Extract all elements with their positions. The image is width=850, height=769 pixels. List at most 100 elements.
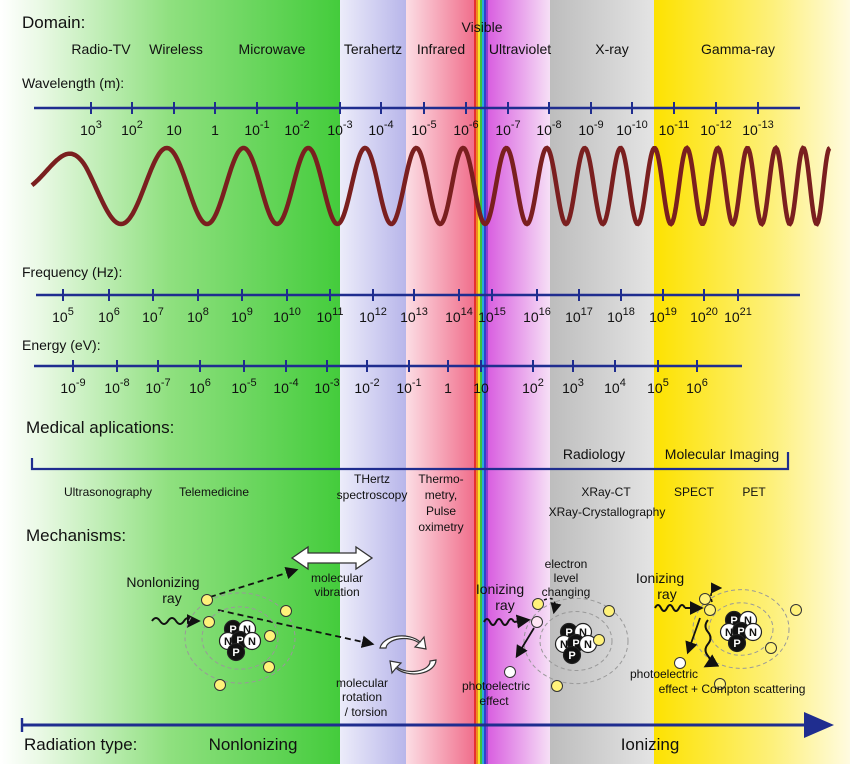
app-thermometry-4: oximetry [418,520,463,534]
nucleon-letter: N [744,615,752,627]
proton-icon [562,645,582,665]
app-thertz: THertz [354,472,390,486]
domain-gamma-ray: Gamma-ray [701,41,775,57]
wavelength-tick-label: 103 [80,119,102,138]
domain-radio-tv: Radio-TV [71,41,131,57]
electron-icon [264,630,276,642]
app-ultrasonography: Ultrasonography [64,485,152,499]
nucleon-letter: P [568,650,575,662]
wavelength-axis: 103 102 10 1 10-1 10-2 10-3 10-4 10-5 10-6 10-7 10-… [34,102,800,138]
wavelength-tick-label: 10-9 [578,119,603,138]
ionizing-mechanism-gamma: Ionizing ray photoelectric effect + Comp… [630,570,805,696]
electron-orbit [523,597,629,685]
energy-tick-label: 102 [522,377,544,396]
nucleon-letter: N [224,636,232,648]
energy-tick-label: 10-3 [314,377,339,396]
ray-arrow-icon-2 [513,614,531,629]
wavelength-tick-label: 102 [121,119,143,138]
app-thermometry-2: metry, [425,488,457,502]
nucleon-letter: N [725,627,733,639]
frequency-tick-label: 1018 [607,306,635,325]
app-thertz-2: spectroscopy [337,488,408,502]
nucleon-letter: P [236,635,243,647]
frequency-label: Frequency (Hz): [22,264,122,280]
app-spect: SPECT [674,485,715,499]
nucleon-letter: P [229,624,236,636]
nonionizing-ray-label: Nonlonizing [126,574,199,590]
double-arrow-icon [290,545,374,571]
atom-ionizing-uv: P NN P NP [504,597,629,692]
molecular-rotation-label-3: / torsion [345,705,388,719]
energy-tick-label: 10-1 [396,377,421,396]
nucleon-letter: N [579,627,587,639]
domain-labels: Radio-TV Wireless Microwave Terahertz In… [71,19,775,57]
molecular-imaging-label: Molecular Imaging [665,446,779,462]
nucleon-letter: N [243,624,251,636]
radiation-type-axis [20,712,834,738]
nucleon-letter: P [572,638,579,650]
domain-heading: Domain: [22,13,85,32]
band-infrared [406,0,474,764]
squiggle-ray-icon [151,617,193,625]
proton-icon [226,642,246,662]
photoelectron-arrow [515,627,535,659]
atom-nonionizing: P NN P NP [184,592,296,691]
radiation-ionizing: Ionizing [621,735,680,754]
frequency-tick-label: 1012 [359,306,387,325]
electron-icon [765,642,777,654]
wavelength-tick-label: 10-11 [659,119,690,138]
frequency-tick-label: 1013 [400,306,428,325]
nucleon-letter: N [584,639,592,651]
energy-tick-label: 10-7 [145,377,170,396]
wavelength-tick-label: 10-12 [700,119,731,138]
nucleon-letter: P [733,638,740,650]
radiation-arrow-head-icon [804,712,834,738]
domain-xray: X-ray [595,41,628,57]
band-ultraviolet [488,0,550,764]
wavelength-tick-label: 10-7 [495,119,520,138]
molecular-rotation-label-2: rotation [342,690,382,704]
electron-icon [593,634,605,646]
nonionizing-mechanism: Nonlonizing ray molecular vibration mole… [126,545,437,719]
app-xray-ct: XRay-CT [581,485,631,499]
frequency-tick-label: 1017 [565,306,593,325]
nucleon-letter: N [749,627,757,639]
nucleon-letter: P [737,626,744,638]
mechanisms-heading: Mechanisms: [26,526,126,545]
nonionizing-ray-label-2: ray [162,590,181,606]
dashed-arrow-rotation [217,609,375,648]
electron-orbit [708,602,774,656]
photoelectron-arrow-2 [685,617,701,655]
domain-microwave: Microwave [239,41,306,57]
app-thermometry-3: Pulse [426,504,456,518]
energy-tick-label: 10-5 [231,377,256,396]
frequency-tick-label: 109 [231,306,253,325]
molecular-vibration-label-2: vibration [314,585,359,599]
electron-jump-arrow [543,597,562,615]
energy-axis: 10-9 10-8 10-7 106 10-5 10-4 10-3 10-2 10-1 1 10 10… [34,360,742,396]
photoelectric-compton-label-2: effect + Compton scattering [659,682,806,696]
energy-tick-label: 1 [444,380,452,396]
frequency-tick-label: 108 [187,306,209,325]
radiology-label: Radiology [563,446,625,462]
nucleon-letter: P [565,627,572,639]
atom-ionizing-gamma: P NN P NP [674,589,802,690]
ionizing-ray-label-gamma: Ionizing [636,570,684,586]
molecular-vibration-label: molecular [311,571,363,585]
dashed-arrow-vibration [209,567,299,598]
wavelength-tick-label: 10-1 [244,119,269,138]
band-gamma [654,0,850,764]
electron-icon [674,657,686,669]
ionizing-mechanism-uv: Ionizing ray electron level changing pho… [462,557,590,708]
ionizing-ray-label-2: ray [495,597,514,613]
electron-level-label-2: level [554,571,579,585]
domain-ultraviolet: Ultraviolet [489,41,551,57]
wavelength-tick-label: 10-6 [453,119,478,138]
frequency-tick-label: 106 [98,306,120,325]
wavelength-tick-label: 10-13 [742,119,773,138]
radiation-type-label: Radiation type: [24,735,137,754]
energy-tick-label: 10-9 [60,377,85,396]
frequency-tick-label: 1021 [724,306,752,325]
